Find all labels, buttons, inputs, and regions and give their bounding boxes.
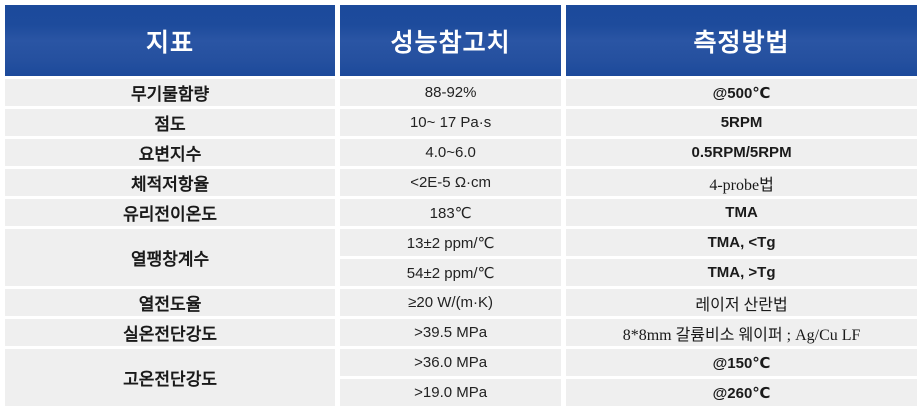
indicator-cell: 요변지수 [5,139,336,166]
method-cell: @260℃ [566,379,917,406]
table-row: 체적저항율 <2E-5 Ω·cm 4-probe법 [5,169,917,196]
value-cell: >39.5 MPa [340,319,562,346]
table-row: 열팽창계수 13±2 ppm/℃ TMA, <Tg [5,229,917,286]
method-cell: @500℃ [566,79,917,106]
value-cell: 183℃ [340,199,562,226]
value-cell: >19.0 MPa [340,379,562,406]
value-cell: <2E-5 Ω·cm [340,169,562,196]
indicator-cell-cte: 열팽창계수 [5,229,336,286]
table-row: 54±2 ppm/℃ TMA, >Tg [5,259,917,286]
column-header-reference-value: 성능참고치 [340,5,562,76]
value-cell: 88-92% [340,79,562,106]
table-row: >19.0 MPa @260℃ [5,379,917,406]
method-cell: 5RPM [566,109,917,136]
table-row: 실온전단강도 >39.5 MPa 8*8mm 갈륨비소 웨이퍼 ; Ag/Cu … [5,319,917,346]
method-cell: TMA, >Tg [566,259,917,286]
column-header-indicator: 지표 [5,5,336,76]
method-cell: @150℃ [566,349,917,376]
indicator-cell: 유리전이온도 [5,199,336,226]
method-cell: TMA, <Tg [566,229,917,256]
value-cell: 54±2 ppm/℃ [340,259,562,286]
method-cell: 0.5RPM/5RPM [566,139,917,166]
header-row: 지표 성능참고치 측정방법 [5,5,917,76]
table-row: 고온전단강도 >36.0 MPa @150℃ [5,349,917,406]
value-cell: >36.0 MPa [340,349,562,376]
indicator-cell: 무기물함량 [5,79,336,106]
table-row: 요변지수 4.0~6.0 0.5RPM/5RPM [5,139,917,166]
method-cell: 8*8mm 갈륨비소 웨이퍼 ; Ag/Cu LF [566,319,917,346]
value-cell: ≥20 W/(m·K) [340,289,562,316]
table-row: 유리전이온도 183℃ TMA [5,199,917,226]
indicator-cell: 체적저항율 [5,169,336,196]
column-header-measurement-method: 측정방법 [566,5,917,76]
method-cell: 4-probe법 [566,169,917,196]
indicator-cell: 점도 [5,109,336,136]
value-cell: 13±2 ppm/℃ [340,229,562,256]
indicator-cell-hot-shear: 고온전단강도 [5,349,336,406]
indicator-cell: 열전도율 [5,289,336,316]
method-cell: 레이저 산란법 [566,289,917,316]
table-row: 점도 10~ 17 Pa·s 5RPM [5,109,917,136]
table-row: 무기물함량 88-92% @500℃ [5,79,917,106]
value-cell: 10~ 17 Pa·s [340,109,562,136]
table-row: 열전도율 ≥20 W/(m·K) 레이저 산란법 [5,289,917,316]
value-cell: 4.0~6.0 [340,139,562,166]
indicator-cell: 실온전단강도 [5,319,336,346]
method-cell: TMA [566,199,917,226]
